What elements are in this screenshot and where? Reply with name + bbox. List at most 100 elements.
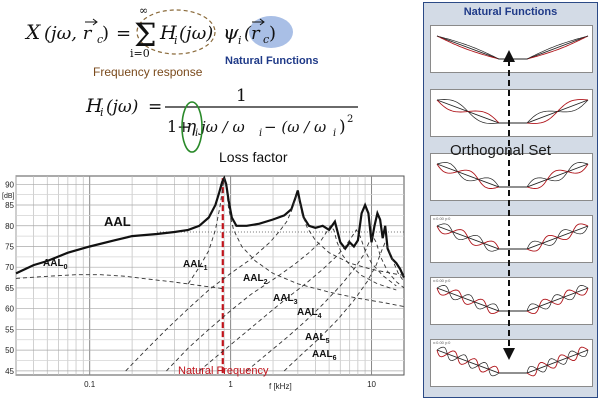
natural-functions-title: Natural Functions bbox=[463, 6, 558, 18]
eq1-lhs-var: X bbox=[24, 20, 41, 44]
eq1-term2-sub: i bbox=[238, 34, 242, 47]
mode-curve-mirror bbox=[526, 285, 589, 312]
mode-curve-mirror bbox=[436, 285, 500, 312]
x-tick-labels: 0.1 1 10 bbox=[84, 380, 376, 389]
series-label-sub: 4 bbox=[318, 313, 322, 320]
series-label: AAL bbox=[104, 214, 131, 229]
series-label-sub: 3 bbox=[294, 299, 298, 306]
structure-outline bbox=[436, 349, 589, 374]
y-tick-label: 55 bbox=[5, 325, 14, 334]
loss-factor-label: Loss factor bbox=[219, 149, 288, 165]
eq1-equals: = bbox=[116, 23, 131, 44]
series-label: AAL0 bbox=[43, 258, 68, 271]
eq2-den-mid: jω / ω bbox=[198, 118, 245, 136]
y-tick-label: 60 bbox=[5, 305, 14, 314]
mode-shape-5 bbox=[436, 285, 589, 315]
series-label-sub: 6 bbox=[333, 355, 337, 362]
series-label-sub: 1 bbox=[204, 265, 208, 272]
eq2-den-end-sub: i bbox=[333, 128, 336, 139]
x-tick-label: 0.1 bbox=[84, 380, 96, 389]
y-tick-labels: 45 50 55 60 65 70 75 80 85 90 bbox=[5, 180, 14, 376]
mode-shape-1 bbox=[436, 35, 589, 60]
mode-curve bbox=[526, 35, 589, 60]
eq2-exponent: 2 bbox=[347, 114, 353, 125]
y-tick-label: 45 bbox=[5, 367, 14, 376]
eq1-lhs-sub: c bbox=[97, 33, 103, 46]
mode-shape-panel-2 bbox=[430, 89, 593, 137]
eq2-lhs: H bbox=[85, 95, 103, 117]
y-axis-label: [dB] bbox=[2, 193, 15, 200]
equations: X (jω, r c ) = Σ ∞ i=0 H i (jω) ψ i (r c… bbox=[24, 4, 358, 165]
eq1-term2-args: (r bbox=[244, 23, 261, 44]
mode-shape-panel-6: x:0.00 y:0 bbox=[430, 339, 593, 387]
sum-upper: ∞ bbox=[139, 4, 148, 17]
natural-frequency-label: Natural Frequency bbox=[178, 365, 269, 377]
structure-outline bbox=[436, 163, 589, 188]
series-label: AAL2 bbox=[243, 273, 268, 286]
mode-shape-6 bbox=[436, 346, 589, 377]
orthogonal-set-label: Orthogonal Set bbox=[450, 142, 551, 159]
eq2-den-start: 1+ bbox=[167, 117, 191, 136]
mode-curve-mirror bbox=[436, 35, 500, 60]
eq1-term2: ψ bbox=[223, 20, 239, 44]
mode-shape-panel-3 bbox=[430, 153, 593, 201]
x-tick-label: 1 bbox=[228, 380, 233, 389]
mode-shape-3 bbox=[436, 162, 589, 189]
panel-tag: x:0.00 y:0 bbox=[433, 216, 451, 221]
eq2-equals: = bbox=[148, 97, 162, 117]
mode-shape-panel-4: x:0.00 y:0 bbox=[430, 215, 593, 263]
series-label: AAL3 bbox=[273, 293, 298, 306]
x-tick-label: 10 bbox=[367, 380, 376, 389]
eq1-term1-sub: i bbox=[174, 34, 178, 47]
mode-curve bbox=[436, 163, 500, 189]
y-tick-label: 65 bbox=[5, 284, 14, 293]
eq1-term1: H bbox=[159, 22, 177, 44]
x-axis-label: f [kHz] bbox=[269, 382, 292, 391]
equation-1: X (jω, r c ) = Σ ∞ i=0 H i (jω) ψ i (r c… bbox=[24, 4, 276, 60]
sum-lower: i=0 bbox=[130, 47, 150, 60]
eq2-lhs-sub: i bbox=[100, 106, 104, 119]
y-tick-label: 80 bbox=[5, 222, 14, 231]
equation-2: H i (jω) = 1 1+ η i jω / ω i − (ω / ω i … bbox=[85, 86, 358, 139]
mode-curve-mirror bbox=[526, 162, 589, 188]
eq1-term1-args: (jω) bbox=[179, 23, 213, 44]
panel-tag: x:0.00 y:0 bbox=[433, 340, 451, 345]
y-tick-label: 75 bbox=[5, 242, 14, 251]
loss-factor-ellipse bbox=[181, 101, 203, 153]
y-tick-label: 90 bbox=[5, 180, 14, 189]
structure-outline bbox=[436, 35, 589, 60]
mode-curve-mirror bbox=[436, 99, 500, 124]
mode-curve-mirror bbox=[436, 223, 500, 252]
series-label-sub: 2 bbox=[264, 279, 268, 286]
mode-curve-mirror bbox=[526, 225, 589, 250]
series-label: AAL4 bbox=[297, 307, 322, 320]
mode-shape-4 bbox=[436, 223, 589, 252]
mode-curve bbox=[436, 35, 500, 60]
mode-curve bbox=[526, 287, 589, 315]
sum-sign: Σ bbox=[134, 16, 157, 54]
series-aal-0 bbox=[15, 274, 225, 290]
left-diagram: X (jω, r c ) = Σ ∞ i=0 H i (jω) ψ i (r c… bbox=[0, 4, 422, 400]
eq2-den-end: − (ω / ω bbox=[264, 118, 326, 136]
mode-curve-mirror bbox=[436, 162, 500, 188]
series-label-sub: 5 bbox=[326, 338, 330, 345]
eq1-term2-close: ) bbox=[269, 23, 276, 44]
mode-curve bbox=[526, 163, 589, 189]
eq2-eta: η bbox=[186, 117, 197, 137]
series-aal-6 bbox=[283, 241, 405, 372]
plot-series bbox=[15, 175, 406, 372]
mode-curve-mirror bbox=[526, 35, 589, 60]
series-label: AAL6 bbox=[312, 349, 337, 362]
eq2-den-mid-sub: i bbox=[259, 128, 262, 139]
structure-outline bbox=[436, 287, 589, 312]
eq1-lhs-close: ) bbox=[102, 23, 109, 44]
mode-curve-mirror bbox=[526, 349, 589, 374]
y-tick-label: 50 bbox=[5, 346, 14, 355]
natural-functions-label: Natural Functions bbox=[225, 55, 319, 67]
natural-functions-panel: Natural Functions x:0.00 y:0 x:0.00 y:0 x:… bbox=[423, 2, 598, 398]
eq2-lhs-args: (jω) bbox=[106, 97, 138, 117]
eq2-den-close: ) bbox=[339, 117, 346, 137]
series-label-sub: 0 bbox=[64, 264, 68, 271]
